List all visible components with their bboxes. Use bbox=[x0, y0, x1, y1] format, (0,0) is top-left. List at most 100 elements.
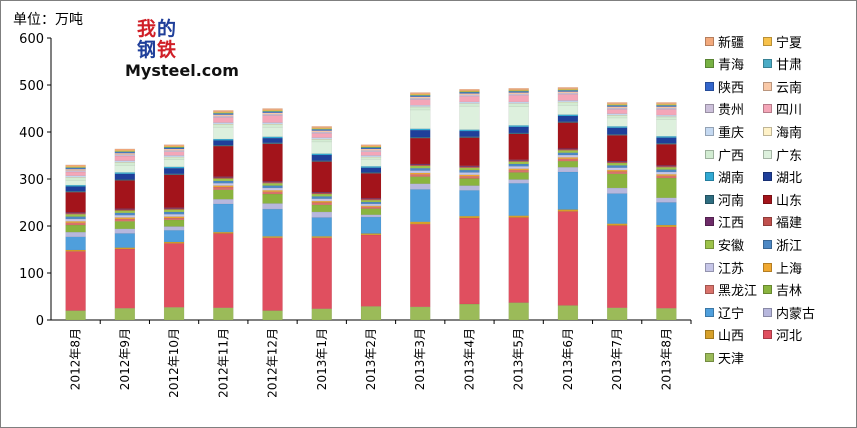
legend-label: 天津 bbox=[718, 351, 745, 367]
legend-swatch bbox=[705, 307, 714, 317]
bar-segment bbox=[606, 113, 628, 116]
bar-segment bbox=[508, 101, 529, 104]
bar-segment bbox=[360, 173, 382, 199]
bar-segment bbox=[606, 126, 628, 128]
bar-segment bbox=[213, 307, 234, 321]
legend-item: 陕西 bbox=[705, 78, 744, 96]
bar-segment bbox=[656, 202, 677, 226]
bar-segment bbox=[163, 217, 185, 221]
bar-segment bbox=[163, 243, 185, 308]
legend-swatch bbox=[763, 172, 772, 182]
bar-segment bbox=[311, 139, 332, 143]
bar-segment bbox=[656, 119, 677, 137]
bar-segment bbox=[213, 186, 234, 191]
bar-segment bbox=[508, 169, 529, 173]
legend-label: 新疆 bbox=[718, 35, 745, 51]
bar-segment bbox=[213, 189, 234, 200]
bar-segment bbox=[114, 247, 136, 250]
bar-segment bbox=[360, 150, 382, 152]
legend-item: 黑龙江 bbox=[705, 282, 757, 299]
bar-segment bbox=[606, 225, 628, 308]
bar-segment bbox=[557, 152, 579, 156]
legend-swatch bbox=[705, 149, 714, 159]
legend-label: 海南 bbox=[776, 125, 803, 141]
bar-segment bbox=[656, 114, 677, 117]
legend-swatch bbox=[705, 262, 714, 272]
bar-segment bbox=[65, 224, 86, 233]
bar-segment bbox=[410, 92, 431, 95]
bar-segment bbox=[163, 307, 185, 321]
bar-segment bbox=[656, 224, 677, 228]
bar-segment bbox=[410, 97, 431, 100]
bar-segment bbox=[557, 158, 579, 162]
bar-segment bbox=[114, 154, 136, 157]
bar-segment bbox=[262, 187, 283, 191]
bar-segment bbox=[459, 103, 480, 107]
bar-segment bbox=[213, 114, 234, 117]
bar-segment bbox=[114, 180, 136, 209]
x-tick-label: 2012年12月 bbox=[266, 328, 280, 398]
bar-segment bbox=[459, 175, 480, 179]
bar-segment bbox=[311, 137, 332, 140]
bar-segment bbox=[114, 212, 136, 216]
bar-segment bbox=[213, 117, 234, 123]
legend-item: 广西 bbox=[705, 146, 744, 164]
bar-segment bbox=[656, 106, 677, 109]
bar-segment bbox=[65, 214, 86, 217]
bar-segment bbox=[557, 160, 579, 168]
legend-label: 四川 bbox=[776, 103, 803, 119]
bar-segment bbox=[360, 214, 382, 218]
bar-segment bbox=[65, 231, 86, 238]
bar-segment bbox=[311, 154, 332, 161]
legend-swatch bbox=[763, 81, 772, 91]
y-tick-label: 300 bbox=[19, 173, 44, 188]
bar-segment bbox=[163, 216, 185, 219]
bar-segment bbox=[360, 203, 382, 206]
bar-segment bbox=[114, 160, 136, 163]
bar-segment bbox=[557, 94, 579, 101]
bar-segment bbox=[360, 155, 382, 158]
legend-label: 山西 bbox=[718, 329, 745, 345]
bar-segment bbox=[311, 153, 332, 156]
legend-item: 山东 bbox=[763, 191, 802, 209]
bar-segment bbox=[656, 137, 677, 144]
bar-segment bbox=[410, 221, 431, 225]
bar-segment bbox=[65, 216, 86, 220]
y-tick-label: 600 bbox=[19, 32, 44, 47]
legend-item: 上海 bbox=[763, 259, 802, 277]
bar-segment bbox=[410, 137, 431, 165]
bar-segment bbox=[557, 105, 579, 115]
bar-segment bbox=[163, 214, 185, 217]
bar-segment bbox=[163, 230, 185, 243]
legend-swatch bbox=[705, 352, 714, 362]
bar-segment bbox=[410, 183, 431, 190]
bar-segment bbox=[262, 127, 283, 137]
bar-segment bbox=[360, 157, 382, 160]
bar-segment bbox=[557, 115, 579, 122]
legend-swatch bbox=[705, 172, 714, 182]
bar-segment bbox=[114, 165, 136, 173]
bar-segment bbox=[508, 166, 529, 169]
bar-segment bbox=[65, 249, 86, 252]
bar-segment bbox=[606, 223, 628, 226]
bar-segment bbox=[262, 193, 283, 204]
legend-item: 河北 bbox=[763, 327, 802, 344]
legend-item: 浙江 bbox=[763, 236, 802, 254]
bar-segment bbox=[459, 94, 480, 97]
legend-item: 江西 bbox=[705, 214, 744, 231]
legend-swatch bbox=[763, 59, 772, 69]
bar-segment bbox=[262, 183, 283, 186]
bar-segment bbox=[508, 106, 529, 126]
bar-segment bbox=[459, 174, 480, 177]
x-tick-label: 2013年8月 bbox=[659, 328, 673, 390]
bar-segment bbox=[410, 105, 431, 107]
legend-item: 重庆 bbox=[705, 123, 744, 141]
legend-item: 四川 bbox=[763, 101, 803, 119]
legend-item: 甘肃 bbox=[763, 56, 802, 73]
bar-segment bbox=[410, 99, 431, 106]
bar-segment bbox=[508, 302, 529, 321]
bar-segment bbox=[213, 199, 234, 205]
x-tick-label: 2012年9月 bbox=[118, 328, 132, 390]
y-tick-label: 200 bbox=[19, 220, 44, 235]
bar-segment bbox=[213, 183, 234, 186]
